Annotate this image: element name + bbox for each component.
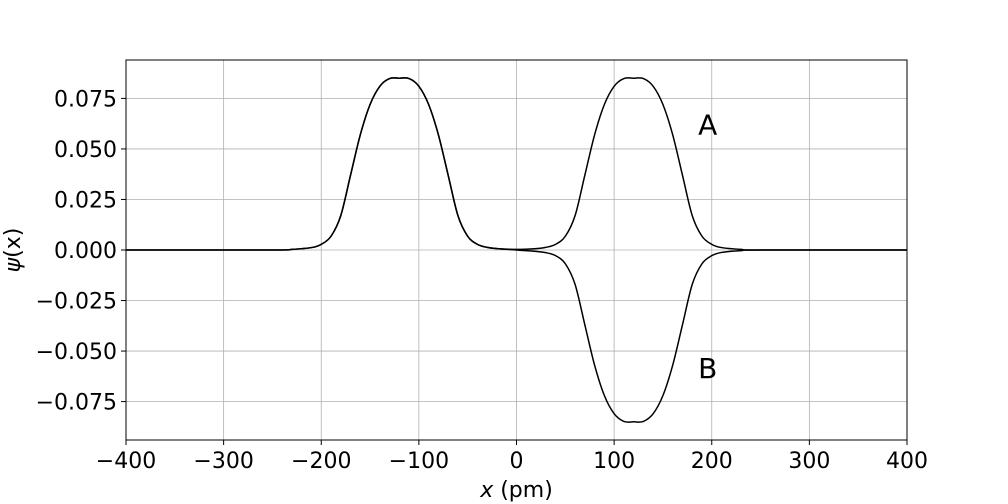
x-axis-ticks: −400 −300 −200 −100 0 100 200 300 400	[96, 440, 928, 474]
y-axis-label: ψ(x)	[1, 228, 26, 273]
y-tick-label: −0.075	[36, 391, 117, 416]
series-group	[125, 77, 908, 423]
y-tick-label: −0.050	[36, 340, 117, 365]
y-axis-ticks: −0.075 −0.050 −0.025 0.000 0.025 0.050 0.075	[36, 87, 126, 416]
y-tick-label: 0.025	[54, 188, 117, 213]
x-tick-label: −400	[96, 449, 156, 474]
x-tick-label: −300	[193, 449, 253, 474]
x-axis-label: x (pm)	[479, 478, 553, 503]
y-tick-label: 0.050	[54, 138, 117, 163]
x-tick-label: −200	[291, 449, 351, 474]
x-tick-label: 100	[593, 449, 635, 474]
x-tick-label: 200	[691, 449, 733, 474]
x-tick-label: 300	[788, 449, 830, 474]
x-tick-label: −100	[389, 449, 449, 474]
y-tick-label: 0.075	[54, 87, 117, 112]
y-tick-label: 0.000	[54, 239, 117, 264]
annotations: AB	[698, 109, 717, 386]
annotation-a: A	[698, 109, 717, 142]
series-line-b	[125, 77, 908, 423]
x-tick-label: 0	[510, 449, 524, 474]
y-tick-label: −0.025	[36, 290, 117, 315]
x-tick-label: 400	[886, 449, 928, 474]
annotation-b: B	[698, 352, 717, 385]
